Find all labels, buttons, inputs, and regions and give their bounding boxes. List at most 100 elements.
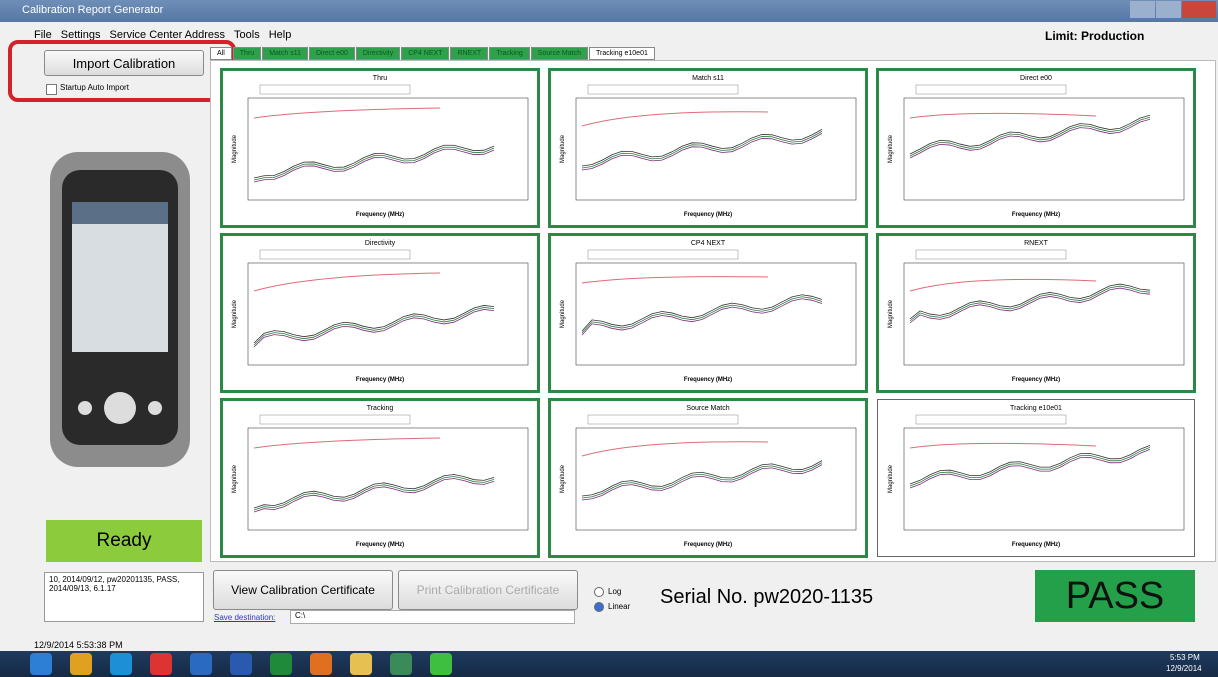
auto-import-checkbox[interactable] xyxy=(46,84,57,95)
panel-title: Match s11 xyxy=(692,75,724,82)
radio-option[interactable]: Linear xyxy=(594,599,630,614)
legend-box xyxy=(260,415,410,424)
log-box: 10, 2014/09/12, pw20201135, PASS, 2014/0… xyxy=(44,572,204,622)
result-badge: PASS xyxy=(1035,570,1195,622)
window-title: Calibration Report Generator xyxy=(22,4,163,16)
chart-panel: RNEXT Frequency (MHz) Magnitude xyxy=(876,233,1196,393)
radio-label: Linear xyxy=(608,599,630,614)
taskbar-icon[interactable] xyxy=(310,653,332,675)
tab[interactable]: Source Match xyxy=(531,47,588,60)
app-window: Calibration Report Generator FileSetting… xyxy=(0,0,1218,677)
y-axis-label: Magnitude xyxy=(888,299,894,328)
panel-title: Source Match xyxy=(686,405,729,412)
y-axis-label: Magnitude xyxy=(888,134,894,163)
legend-box xyxy=(260,85,410,94)
tab[interactable]: Tracking xyxy=(489,47,530,60)
y-axis-label: Magnitude xyxy=(232,464,238,493)
taskbar-icon[interactable] xyxy=(430,653,452,675)
print-certificate-button[interactable]: Print Calibration Certificate xyxy=(398,570,578,610)
chart-panel: Source Match Frequency (MHz) Magnitude xyxy=(548,398,868,558)
panel-title: Direct e00 xyxy=(1020,75,1052,82)
legend-box xyxy=(588,250,738,259)
x-axis-label: Frequency (MHz) xyxy=(356,212,404,218)
minimize-button[interactable] xyxy=(1130,1,1155,18)
y-axis-label: Magnitude xyxy=(560,299,566,328)
x-axis-label: Frequency (MHz) xyxy=(1012,377,1060,383)
device-key xyxy=(148,401,162,415)
tab[interactable]: All xyxy=(210,47,232,60)
taskbar-icon[interactable] xyxy=(350,653,372,675)
panel-title: Tracking e10e01 xyxy=(1010,405,1062,412)
save-path-field[interactable]: C:\ xyxy=(290,610,575,624)
taskbar: 5:53 PM 12/9/2014 xyxy=(0,651,1218,677)
radio-option[interactable]: Log xyxy=(594,584,630,599)
y-axis-label: Magnitude xyxy=(560,134,566,163)
tab[interactable]: Tracking e10e01 xyxy=(589,47,655,60)
clock-time: 5:53 PM xyxy=(1170,653,1200,662)
device-screen-header xyxy=(72,202,168,224)
radio-dot xyxy=(594,587,604,597)
chart-panel: CP4 NEXTFrequency (MHz)Magnitude xyxy=(548,233,868,393)
panel-title: Thru xyxy=(373,75,388,82)
tab[interactable]: CP4 NEXT xyxy=(401,47,449,60)
serial-number: Serial No. pw2020-1135 xyxy=(660,586,873,609)
chart-panel: Directivity Frequency (MHz) Magnitude xyxy=(220,233,540,393)
y-axis-label: Magnitude xyxy=(888,464,894,493)
save-destination-link[interactable]: Save destination: xyxy=(214,613,275,622)
maximize-button[interactable] xyxy=(1156,1,1181,18)
limit-label: Limit: Production xyxy=(1045,29,1144,43)
view-certificate-button[interactable]: View Calibration Certificate xyxy=(213,570,393,610)
tab[interactable]: Directivity xyxy=(356,47,400,60)
taskbar-icon[interactable] xyxy=(230,653,252,675)
y-axis-label: Magnitude xyxy=(560,464,566,493)
taskbar-icon[interactable] xyxy=(30,653,52,675)
menu-item[interactable]: Help xyxy=(269,29,292,41)
taskbar-icon[interactable] xyxy=(70,653,92,675)
tab-strip: AllThruMatch s11Direct e00DirectivityCP4… xyxy=(210,47,655,60)
taskbar-icon[interactable] xyxy=(190,653,212,675)
x-axis-label: Frequency (MHz) xyxy=(1012,212,1060,218)
device-screen xyxy=(72,202,168,352)
tab[interactable]: Direct e00 xyxy=(309,47,355,60)
x-axis-label: Frequency (MHz) xyxy=(684,377,732,383)
device-dpad xyxy=(104,392,136,424)
legend-box xyxy=(260,250,410,259)
taskbar-icon[interactable] xyxy=(150,653,172,675)
status-timestamp: 12/9/2014 5:53:38 PM xyxy=(34,640,123,650)
legend-box xyxy=(916,415,1066,424)
panel-title: RNEXT xyxy=(1024,240,1048,247)
y-axis-label: Magnitude xyxy=(232,299,238,328)
tab[interactable]: Match s11 xyxy=(262,47,308,60)
chart-panel: Match s11 Frequency (MHz) Magnitude xyxy=(548,68,868,228)
tab[interactable]: Thru xyxy=(233,47,261,60)
clock-date: 12/9/2014 xyxy=(1166,664,1202,673)
device-image xyxy=(40,150,200,470)
legend-box xyxy=(916,250,1066,259)
radio-label: Log xyxy=(608,584,621,599)
taskbar-icon[interactable] xyxy=(270,653,292,675)
status-indicator: Ready xyxy=(46,520,202,562)
x-axis-label: Frequency (MHz) xyxy=(356,542,404,548)
close-button[interactable] xyxy=(1182,1,1216,18)
highlight-box xyxy=(8,40,236,102)
x-axis-label: Frequency (MHz) xyxy=(684,212,732,218)
chart-panel: Direct e00 Frequency (MHz) Magnitude xyxy=(876,68,1196,228)
taskbar-icon[interactable] xyxy=(390,653,412,675)
x-axis-label: Frequency (MHz) xyxy=(684,542,732,548)
legend-box xyxy=(916,85,1066,94)
legend-box xyxy=(588,415,738,424)
auto-import-label: Startup Auto Import xyxy=(60,83,129,92)
taskbar-icons xyxy=(30,653,452,675)
tab[interactable]: RNEXT xyxy=(450,47,488,60)
menu-item[interactable]: Tools xyxy=(234,29,260,41)
x-axis-label: Frequency (MHz) xyxy=(1012,542,1060,548)
chart-panel: TrackingFrequency (MHz)Magnitude xyxy=(220,398,540,558)
radio-dot xyxy=(594,602,604,612)
title-bar: Calibration Report Generator xyxy=(0,0,1218,22)
x-axis-label: Frequency (MHz) xyxy=(356,377,404,383)
device-key xyxy=(78,401,92,415)
taskbar-icon[interactable] xyxy=(110,653,132,675)
panel-title: Directivity xyxy=(365,240,396,247)
